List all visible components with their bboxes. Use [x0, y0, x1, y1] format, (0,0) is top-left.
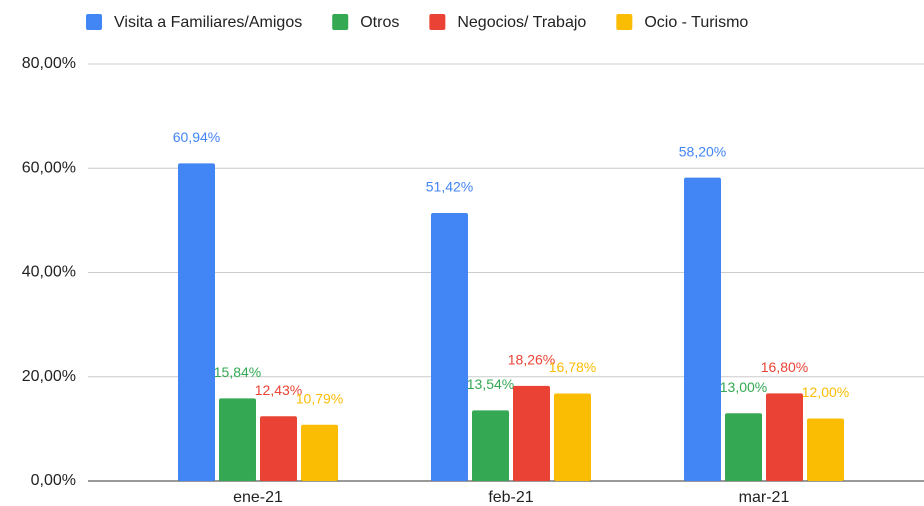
value-label: 16,78%: [549, 359, 596, 375]
y-tick-label: 0,00%: [31, 472, 76, 489]
value-label: 16,80%: [761, 359, 808, 375]
bar: [178, 163, 215, 481]
bar: [301, 424, 338, 481]
x-tick-label: feb-21: [488, 489, 533, 506]
bar: [472, 410, 509, 481]
legend-label: Otros: [360, 14, 399, 31]
y-tick-label: 40,00%: [22, 264, 76, 281]
bar: [725, 413, 762, 481]
bar: [766, 393, 803, 481]
legend-swatch: [616, 14, 633, 30]
value-label: 58,20%: [679, 143, 726, 159]
bar: [807, 418, 844, 481]
bar: [260, 416, 297, 481]
legend-swatch: [332, 14, 349, 30]
bar: [219, 398, 256, 481]
value-label: 13,54%: [467, 376, 514, 392]
legend-label: Negocios/ Trabajo: [457, 14, 586, 31]
value-label: 51,42%: [426, 179, 473, 195]
bar: [554, 393, 591, 481]
bar: [431, 212, 468, 481]
legend-label: Visita a Familiares/Amigos: [114, 14, 302, 31]
legend-swatch: [429, 14, 446, 30]
legend-swatch: [86, 14, 102, 30]
x-tick-label: mar-21: [739, 489, 790, 506]
value-label: 15,84%: [214, 364, 261, 380]
y-tick-label: 60,00%: [22, 159, 76, 176]
value-label: 18,26%: [508, 352, 555, 368]
bar: [513, 385, 550, 481]
legend: Visita a Familiares/Amigos Otros Negocios/…: [86, 14, 748, 31]
value-label: 10,79%: [296, 390, 343, 406]
value-label: 12,00%: [802, 384, 849, 400]
value-label: 60,94%: [173, 129, 220, 145]
y-tick-label: 80,00%: [22, 55, 76, 72]
x-tick-label: ene-21: [233, 489, 283, 506]
bar: [684, 177, 721, 481]
value-label: 12,43%: [255, 382, 302, 398]
legend-label: Ocio - Turismo: [644, 14, 748, 31]
value-label: 13,00%: [720, 379, 767, 395]
y-tick-label: 20,00%: [22, 368, 76, 385]
